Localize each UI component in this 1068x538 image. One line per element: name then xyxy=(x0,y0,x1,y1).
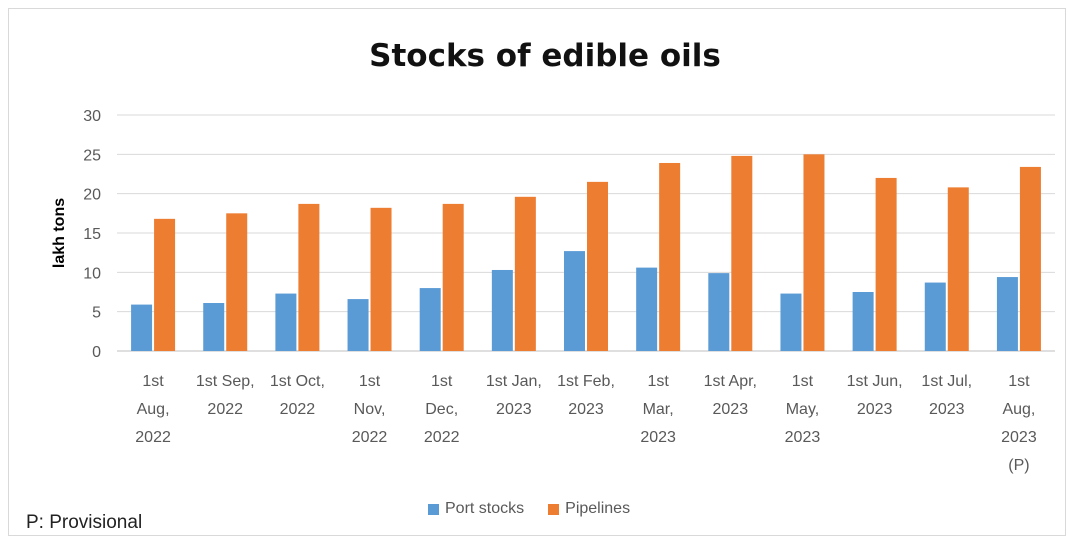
bar-port-stocks xyxy=(636,267,658,351)
bar-port-stocks xyxy=(419,288,441,351)
x-tick-label: 2023 xyxy=(857,401,893,418)
x-tick-label: 1st xyxy=(431,373,453,390)
bar-port-stocks xyxy=(203,303,225,351)
x-tick-label: 1st xyxy=(647,373,669,390)
x-tick-label: 2023 xyxy=(785,429,821,446)
legend-item-pipelines: Pipelines xyxy=(548,500,630,518)
legend-swatch-port-stocks xyxy=(428,503,439,515)
x-tick-label: (P) xyxy=(1008,457,1029,474)
x-tick-label: 1st Oct, xyxy=(270,373,325,390)
x-tick-label: 1st Jun, xyxy=(847,373,903,390)
legend-label-pipelines: Pipelines xyxy=(565,500,631,517)
y-tick-label: 5 xyxy=(92,305,101,322)
x-tick-label: 2023 xyxy=(568,401,604,418)
x-tick-label: 1st Jul, xyxy=(921,373,972,390)
x-tick-label: 2023 xyxy=(496,401,532,418)
bar-port-stocks xyxy=(708,273,730,351)
bar-pipelines xyxy=(803,154,825,351)
footnote: P: Provisional xyxy=(26,512,143,533)
x-tick-label: 1st Sep, xyxy=(196,373,255,390)
y-tick-label: 30 xyxy=(83,108,101,125)
bar-port-stocks xyxy=(564,251,585,351)
bar-pipelines xyxy=(154,218,176,351)
bar-port-stocks xyxy=(347,299,369,351)
bar-pipelines xyxy=(731,155,753,351)
x-tick-label: 2022 xyxy=(352,429,388,446)
y-tick-label: 25 xyxy=(83,147,101,164)
chart-legend: Port stocks Pipelines xyxy=(428,500,654,518)
y-tick-label: 15 xyxy=(83,226,101,243)
x-tick-label: Nov, xyxy=(354,401,386,418)
x-tick-label: 2022 xyxy=(280,401,316,418)
legend-label-port-stocks: Port stocks xyxy=(445,500,525,517)
x-tick-label: 2023 xyxy=(1001,429,1037,446)
x-tick-label: 1st Feb, xyxy=(557,373,615,390)
legend-swatch-pipelines xyxy=(548,503,560,515)
bar-pipelines xyxy=(1019,166,1041,351)
x-tick-label: 1st xyxy=(142,373,164,390)
bar-port-stocks xyxy=(996,277,1018,351)
x-tick-label: Mar, xyxy=(643,401,674,418)
y-tick-label: 0 xyxy=(92,344,101,361)
x-tick-label: 2022 xyxy=(424,429,460,446)
legend-item-port-stocks: Port stocks xyxy=(428,500,524,518)
x-tick-label: 2022 xyxy=(135,429,171,446)
bar-pipelines xyxy=(947,187,969,351)
bar-port-stocks xyxy=(131,304,153,351)
bar-port-stocks xyxy=(491,269,513,351)
bar-pipelines xyxy=(442,203,464,351)
x-tick-label: 1st xyxy=(792,373,814,390)
y-axis-label: lakh tons xyxy=(51,198,68,268)
x-tick-label: Dec, xyxy=(425,401,458,418)
y-tick-label: 10 xyxy=(83,265,101,282)
bar-port-stocks xyxy=(852,292,874,351)
x-tick-label: 2022 xyxy=(207,401,243,418)
x-tick-label: May, xyxy=(786,401,819,418)
x-tick-label: 1st Jan, xyxy=(486,373,542,390)
x-tick-label: 2023 xyxy=(929,401,965,418)
x-tick-label: 1st xyxy=(359,373,381,390)
x-tick-label: 1st xyxy=(1008,373,1030,390)
bar-port-stocks xyxy=(275,293,297,351)
x-tick-label: 1st Apr, xyxy=(704,373,757,390)
bar-pipelines xyxy=(514,196,536,351)
bar-pipelines xyxy=(587,181,608,351)
x-tick-label: Aug, xyxy=(137,401,170,418)
x-tick-label: 2023 xyxy=(640,429,676,446)
bar-pipelines xyxy=(370,207,392,351)
bar-pipelines xyxy=(298,203,320,351)
bar-pipelines xyxy=(875,177,897,351)
y-tick-label: 20 xyxy=(83,187,101,204)
x-tick-label: Aug, xyxy=(1002,401,1035,418)
bar-pipelines xyxy=(659,162,681,351)
x-tick-label: 2023 xyxy=(713,401,749,418)
bar-port-stocks xyxy=(924,282,946,351)
bar-port-stocks xyxy=(780,293,802,351)
bar-pipelines xyxy=(226,213,248,351)
chart-title: Stocks of edible oils xyxy=(369,38,721,74)
